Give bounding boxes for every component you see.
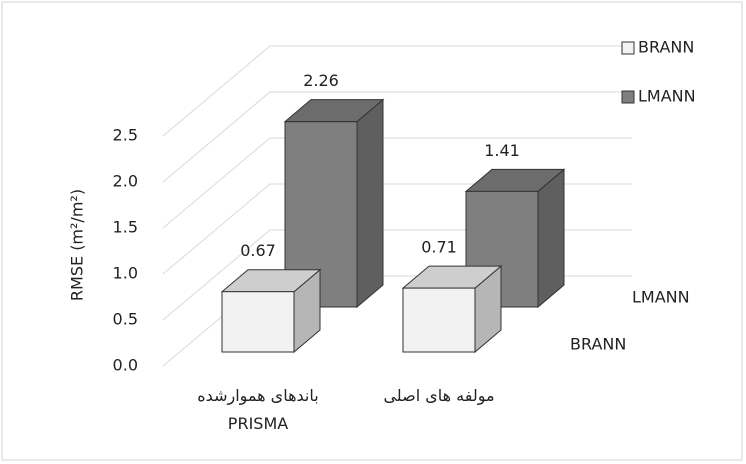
y-tick-label: 1.0	[113, 264, 138, 283]
y-tick-label: 1.5	[113, 218, 138, 237]
series-axis-label: LMANN	[632, 288, 690, 307]
x-tick-label: باندهای هموارشده PRISMA	[197, 386, 319, 433]
bar	[221, 291, 295, 353]
x-tick-label: مولفه های اصلی	[383, 386, 495, 405]
legend-swatch	[621, 41, 635, 55]
y-axis-title: RMSE (m²/m²)	[68, 189, 87, 301]
bar-side	[356, 98, 384, 309]
bar	[402, 287, 476, 353]
legend-swatch	[621, 90, 635, 104]
grid-line	[162, 91, 632, 183]
grid-line	[162, 137, 632, 229]
legend-label: LMANN	[638, 87, 696, 106]
grid-line	[162, 45, 632, 137]
bar-side	[537, 168, 565, 309]
y-tick-label: 0.5	[113, 310, 138, 329]
value-label: 0.67	[240, 241, 276, 260]
y-tick-label: 2.0	[113, 172, 138, 191]
value-label: 2.26	[303, 71, 339, 90]
series-axis-label: BRANN	[570, 335, 626, 354]
y-tick-label: 0.0	[113, 356, 138, 375]
legend-label: BRANN	[638, 38, 694, 57]
value-label: 1.41	[484, 141, 520, 160]
value-label: 0.71	[421, 238, 457, 257]
y-tick-label: 2.5	[113, 126, 138, 145]
